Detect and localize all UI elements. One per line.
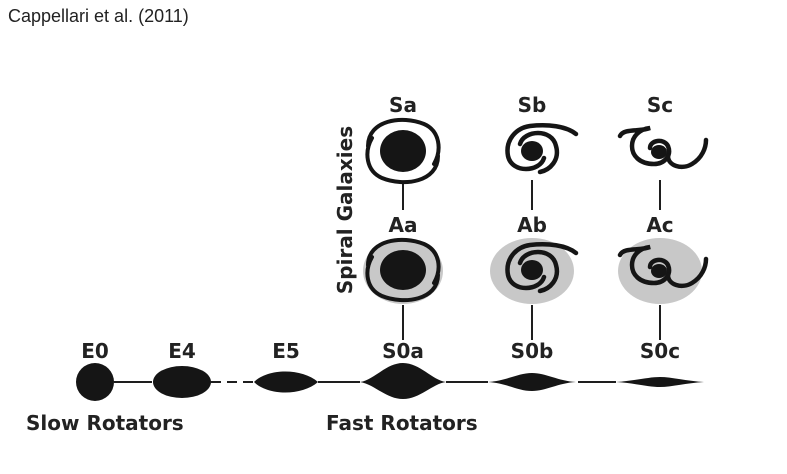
sb-label: Sb	[518, 93, 547, 117]
s0a-galaxy-shape	[360, 363, 446, 399]
aa-label: Aa	[389, 213, 418, 237]
ac-label: Ac	[646, 213, 673, 237]
sc-label: Sc	[647, 93, 673, 117]
s0b-label: S0b	[511, 339, 554, 363]
ac-spiral-icon	[617, 244, 709, 288]
sa-spiral-icon	[365, 117, 441, 185]
s0b-galaxy-shape	[488, 373, 576, 391]
spiral-galaxies-label: Spiral Galaxies	[333, 126, 357, 294]
e0-galaxy-shape	[76, 363, 114, 401]
sa-label: Sa	[389, 93, 417, 117]
s0c-label: S0c	[640, 339, 680, 363]
e5-label: E5	[272, 339, 300, 363]
fast-rotators-label: Fast Rotators	[326, 411, 478, 435]
e4-galaxy-shape	[153, 366, 211, 398]
e4-label: E4	[168, 339, 196, 363]
e0-label: E0	[81, 339, 109, 363]
aa-spiral-icon	[365, 237, 441, 303]
s0a-label: S0a	[382, 339, 424, 363]
sc-spiral-icon	[617, 125, 709, 169]
ab-spiral-icon	[505, 242, 579, 294]
e5-galaxy-shape	[254, 371, 318, 393]
slow-rotators-label: Slow Rotators	[26, 411, 184, 435]
sb-spiral-icon	[505, 123, 579, 175]
citation-label: Cappellari et al. (2011)	[8, 6, 189, 26]
ab-label: Ab	[517, 213, 547, 237]
s0c-galaxy-shape	[616, 377, 704, 387]
